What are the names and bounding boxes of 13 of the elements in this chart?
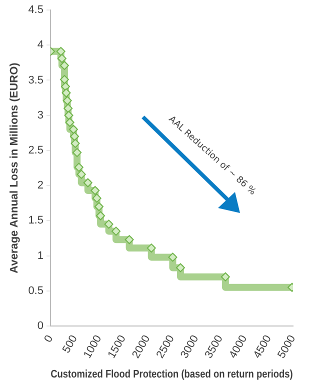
y-tick-label: 1.5: [28, 214, 44, 227]
y-tick-label: 1: [37, 250, 44, 262]
x-axis-title: Customized Flood Protection (based on return periods): [50, 368, 293, 381]
y-tick-label: 0.5: [28, 284, 44, 297]
y-axis-title: Average Annual Loss in Millions (EURO): [8, 62, 21, 274]
y-tick-label: 2: [37, 180, 44, 192]
y-tick-label: 0: [37, 320, 44, 332]
y-tick-label: 2.5: [28, 144, 44, 156]
y-tick-label: 3: [37, 109, 44, 122]
x-tick-label: 500: [60, 333, 80, 356]
y-tick-label: 4.5: [28, 4, 44, 16]
y-tick-label: 3.5: [28, 74, 44, 86]
y-tick-label: 4: [37, 39, 44, 52]
